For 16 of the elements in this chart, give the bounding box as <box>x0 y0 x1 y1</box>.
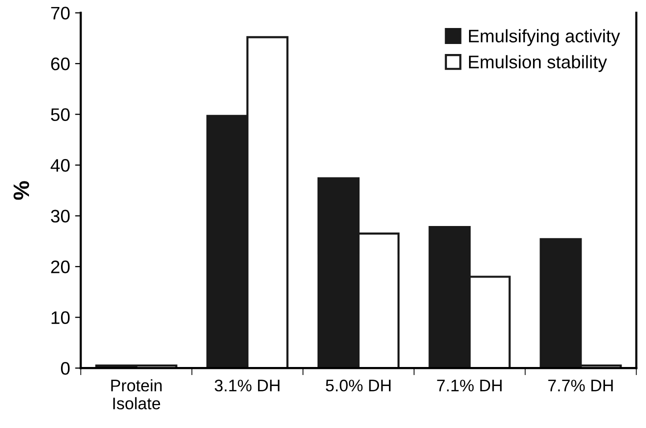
x-tick-label: 5.0% DH <box>326 380 391 392</box>
y-tick-label: 40 <box>50 159 70 172</box>
y-tick-label: 10 <box>52 311 70 324</box>
x-tick-label: Protein Isolate <box>111 379 162 410</box>
y-tick-label: 60 <box>51 58 70 70</box>
y-tick-label: 20 <box>51 260 70 274</box>
x-tick-label: 7.7% DH <box>548 380 613 392</box>
x-tick-label: 7.1% DH <box>437 380 502 392</box>
legend-label: Emulsifying activity <box>469 29 620 46</box>
x-tick-label: 3.1% DH <box>214 380 280 392</box>
y-axis-title: % <box>14 181 30 200</box>
y-tick-label: 50 <box>50 108 70 122</box>
legend-label: Emulsion stability <box>469 55 607 72</box>
y-tick-label: 0 <box>61 362 70 375</box>
y-tick-label: 70 <box>51 6 70 20</box>
y-tick-label: 30 <box>50 210 70 223</box>
